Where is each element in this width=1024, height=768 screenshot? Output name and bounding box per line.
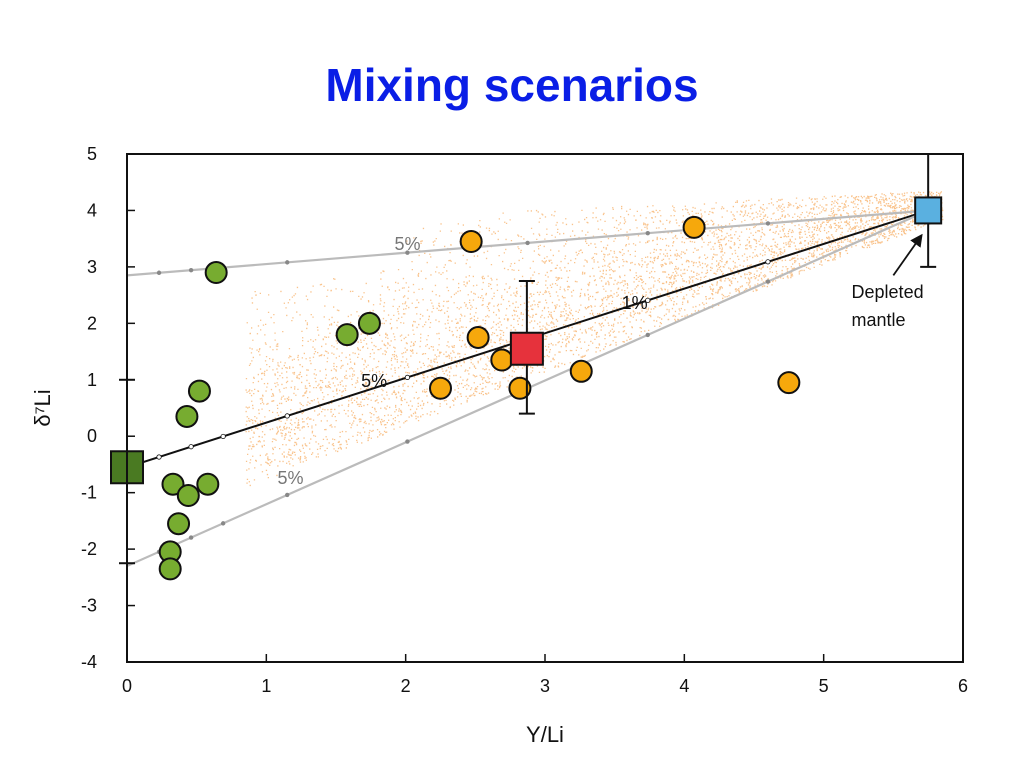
mixing-line-tick — [188, 535, 194, 540]
mixing-line-tick — [525, 240, 530, 246]
green-point — [196, 472, 220, 496]
y-tick-label: -4 — [81, 652, 97, 672]
mixing-line-tick — [156, 454, 162, 460]
y-tick-label: 4 — [87, 200, 97, 220]
x-tick-label: 6 — [958, 676, 968, 696]
orange-point — [490, 348, 514, 372]
y-tick-label: 0 — [87, 426, 97, 446]
mixing-line-tick — [188, 444, 194, 450]
mixing-line-label: 5% — [395, 234, 421, 254]
y-tick-label: 1 — [87, 370, 97, 390]
mixing-line-tick — [765, 221, 771, 226]
mixing-line-tick — [284, 413, 290, 419]
mixing-line-tick — [220, 433, 226, 440]
mixing-line-tick — [645, 297, 651, 303]
green-point — [175, 404, 199, 428]
green-point — [161, 472, 185, 496]
orange-point — [508, 376, 532, 400]
mixing-line-tick — [405, 250, 410, 255]
green-point — [204, 261, 228, 285]
y-tick-label: -2 — [81, 539, 97, 559]
chart-title: Mixing scenarios — [325, 59, 699, 111]
y-tick-label: 3 — [87, 257, 97, 277]
mixing-line-tick — [156, 270, 162, 275]
mixing-line-tick — [765, 259, 771, 265]
mixing-line-tick — [220, 521, 226, 526]
annotations: Depleted mantle — [852, 233, 924, 330]
green-point — [167, 512, 191, 536]
green-point — [335, 323, 359, 347]
y-tick-label: -1 — [81, 483, 97, 503]
green-point — [357, 311, 381, 335]
orange-point — [459, 229, 483, 253]
annotation-text: mantle — [852, 310, 906, 330]
axes: 0 1 2 3 4 5 6 -4 -3 -2 -1 0 1 2 3 4 5 Y/Li δ⁷Li — [30, 144, 968, 747]
x-tick-label: 3 — [540, 676, 550, 696]
mixing-line-label: 1% — [622, 293, 648, 313]
orange-point — [466, 325, 490, 349]
x-tick-label: 1 — [261, 676, 271, 696]
x-tick-label: 5 — [819, 676, 829, 696]
orange-point — [429, 376, 452, 400]
x-tick-label: 2 — [401, 676, 411, 696]
endmember-square — [914, 196, 943, 225]
annotation-arrow — [892, 233, 923, 276]
mixing-line-tick — [404, 374, 411, 380]
mixing-line-tick — [285, 492, 290, 498]
mixing-line-label: 5% — [277, 468, 303, 488]
mixing-line-tick — [405, 439, 410, 444]
y-tick-label: 5 — [87, 144, 97, 164]
orange-point — [682, 215, 706, 239]
x-axis-label: Y/Li — [526, 722, 564, 747]
mixing-line-tick — [188, 267, 194, 273]
orange-point — [777, 371, 801, 395]
x-tick-label: 4 — [679, 676, 689, 696]
mixing-line-tick — [645, 332, 650, 338]
mixing-line-label: 5% — [361, 371, 387, 391]
y-axis-label: δ⁷Li — [30, 389, 55, 426]
y-tick-label: 2 — [87, 313, 97, 333]
mixing-line-tick — [645, 230, 650, 236]
data-points — [110, 153, 943, 581]
orange-point — [569, 359, 593, 383]
annotation-text: Depleted — [852, 282, 924, 302]
green-point — [187, 379, 211, 403]
mixing-line-tick — [765, 279, 771, 284]
green-point — [176, 483, 200, 507]
endmember-square — [509, 331, 544, 366]
mixing-line-tick — [285, 260, 290, 265]
y-tick-label: -3 — [81, 596, 97, 616]
x-tick-label: 0 — [122, 676, 132, 696]
green-point — [158, 557, 182, 581]
